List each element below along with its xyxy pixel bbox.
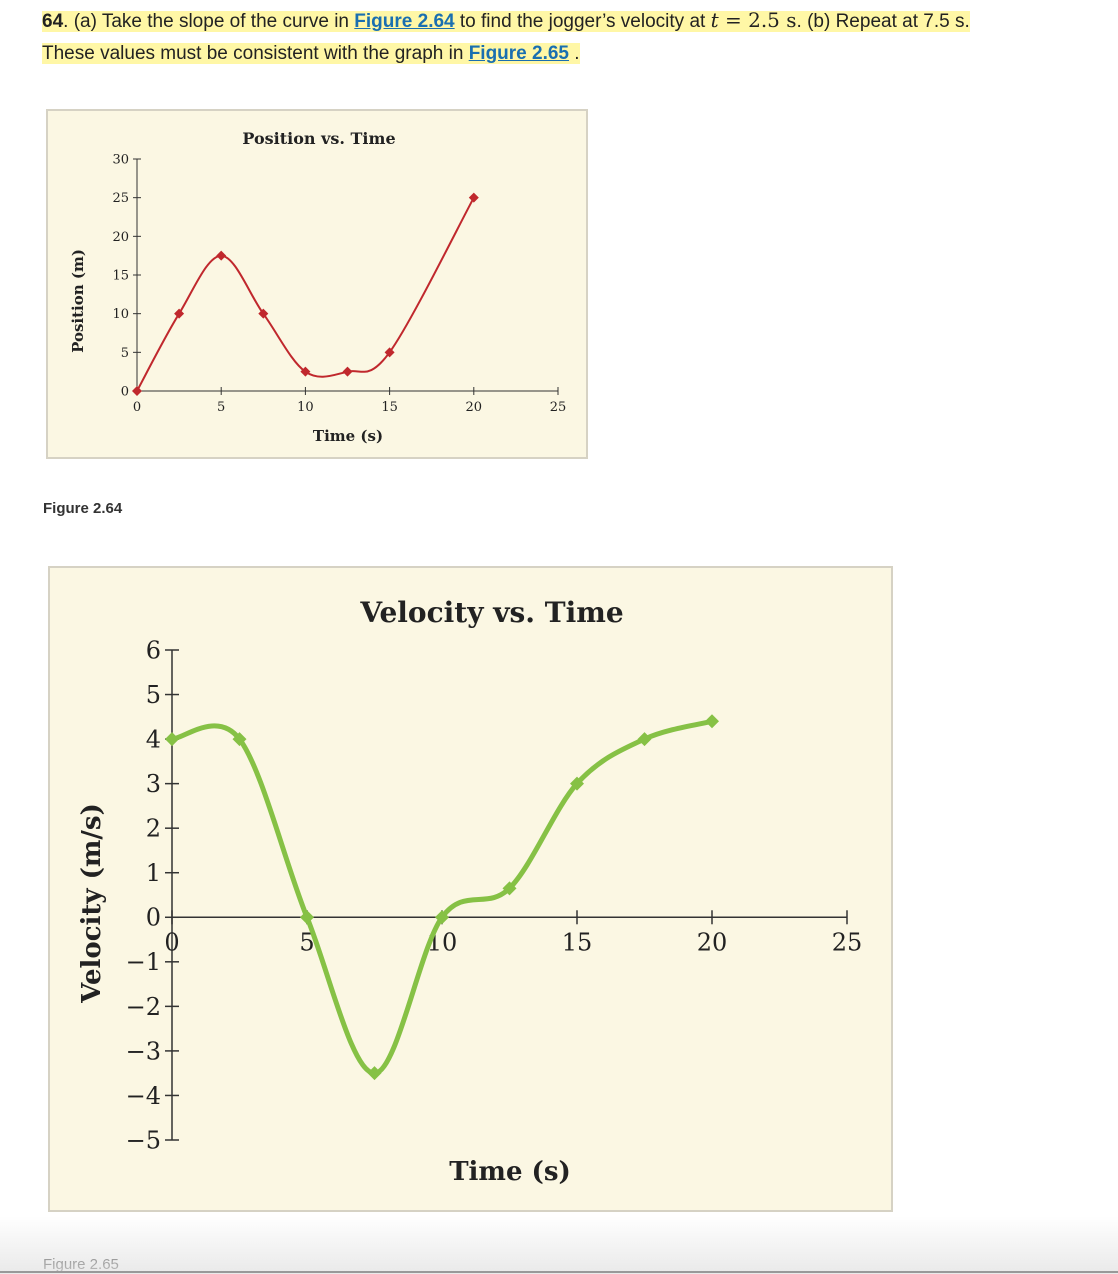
y-tick-label: 15 xyxy=(112,269,129,284)
y-tick-label: −5 xyxy=(126,1126,161,1154)
problem-text-b: . (b) Repeat at 7.5 s. xyxy=(796,11,970,32)
y-tick-label: 20 xyxy=(112,230,129,245)
problem-text-end: . xyxy=(569,43,580,64)
y-tick-label: 5 xyxy=(121,346,129,361)
figure-2-65-link[interactable]: Figure 2.65 xyxy=(468,43,570,64)
bottom-fade xyxy=(0,1216,1118,1274)
x-tick-label: 20 xyxy=(466,400,483,415)
x-tick-label: 25 xyxy=(832,928,863,956)
problem-text-a: . (a) Take the slope of the curve in xyxy=(63,11,355,32)
data-point xyxy=(384,347,395,358)
x-tick-label: 20 xyxy=(697,928,728,956)
y-tick-label: 1 xyxy=(146,859,161,887)
math-rest: = 2.5 s xyxy=(718,8,797,32)
y-tick-label: −2 xyxy=(126,993,161,1021)
y-tick-label: 10 xyxy=(112,307,129,322)
figure-2-64-caption: Figure 2.64 xyxy=(43,500,123,517)
problem-statement: 64. (a) Take the slope of the curve in F… xyxy=(42,4,1102,70)
problem-text-mid: to find the jogger’s velocity at xyxy=(454,11,711,32)
y-tick-label: 30 xyxy=(112,153,129,168)
y-tick-label: 2 xyxy=(146,815,161,843)
data-point xyxy=(435,910,449,925)
data-point xyxy=(216,250,227,261)
series-line xyxy=(169,718,715,1076)
y-tick-label: −4 xyxy=(126,1082,161,1110)
data-point xyxy=(165,732,179,747)
data-point xyxy=(570,776,584,791)
x-tick-label: 15 xyxy=(562,928,593,956)
y-tick-label: 5 xyxy=(146,681,161,709)
y-tick-label: 25 xyxy=(112,191,129,206)
y-axis-title: Velocity (m/s) xyxy=(77,803,107,1004)
x-tick-label: 5 xyxy=(299,928,314,956)
x-tick-label: 0 xyxy=(133,400,141,415)
series-line xyxy=(136,196,475,392)
y-tick-label: 0 xyxy=(146,904,161,932)
x-tick-label: 15 xyxy=(381,400,398,415)
x-axis-title: Time (s) xyxy=(313,427,383,445)
x-tick-label: 25 xyxy=(550,400,567,415)
x-tick-label: 10 xyxy=(297,400,314,415)
chart-title: Velocity vs. Time xyxy=(359,596,623,629)
bottom-divider xyxy=(0,1271,1118,1273)
data-point xyxy=(502,881,517,896)
problem-text-line2: These values must be consistent with the… xyxy=(42,43,469,64)
problem-number: 64 xyxy=(42,11,64,32)
math-variable: t xyxy=(710,8,719,32)
x-tick-label: 0 xyxy=(164,928,179,956)
data-point xyxy=(637,732,652,747)
chart-title: Position vs. Time xyxy=(242,129,395,148)
data-point xyxy=(705,714,719,729)
y-tick-label: 4 xyxy=(146,725,161,753)
data-point xyxy=(367,1066,382,1081)
y-tick-label: −1 xyxy=(126,948,161,976)
figure-2-65: Velocity vs. Time −5 −4 −3 −2 −1 0 1 2 3 4 5 6 0 5 10 15… xyxy=(48,566,893,1212)
problem-line-1: 64. (a) Take the slope of the curve in F… xyxy=(42,8,970,32)
x-tick-label: 5 xyxy=(217,400,225,415)
math-expression: t = 2.5 s xyxy=(711,8,797,32)
data-point xyxy=(132,386,142,396)
problem-line-2: These values must be consistent with the… xyxy=(42,43,580,64)
data-point xyxy=(258,308,269,319)
position-time-chart: Position vs. Time 0 5 10 15 20 25 30 0 5 10 15 20 25 T… xyxy=(69,129,567,445)
y-tick-label: −3 xyxy=(126,1037,161,1065)
data-point xyxy=(300,366,311,377)
figure-2-64-link[interactable]: Figure 2.64 xyxy=(354,11,455,32)
figure-2-64: Position vs. Time 0 5 10 15 20 25 30 0 5 10 15 20 25 T… xyxy=(46,109,588,459)
y-tick-label: 3 xyxy=(146,770,161,798)
data-point xyxy=(300,910,314,925)
y-axis-title: Position (m) xyxy=(69,249,87,353)
data-point xyxy=(174,308,185,319)
y-tick-label: 6 xyxy=(146,636,161,664)
x-axis-title: Time (s) xyxy=(449,1157,571,1187)
data-point xyxy=(468,192,479,203)
y-tick-label: 0 xyxy=(121,385,129,400)
data-point xyxy=(232,732,247,747)
data-point xyxy=(342,366,353,377)
